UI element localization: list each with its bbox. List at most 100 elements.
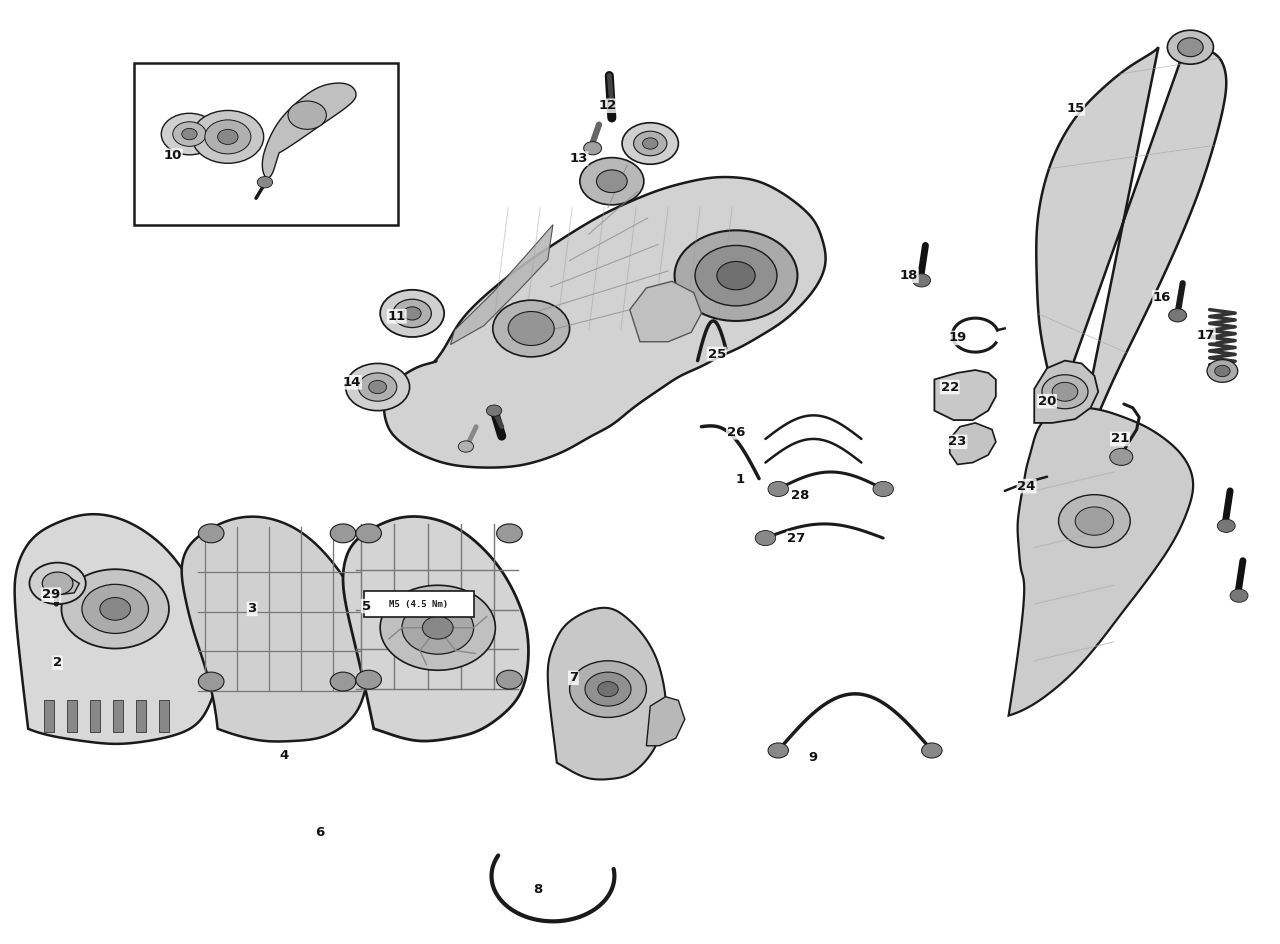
Circle shape (622, 123, 678, 164)
Text: 6: 6 (315, 826, 325, 839)
Circle shape (161, 113, 218, 155)
FancyBboxPatch shape (364, 591, 474, 617)
Polygon shape (950, 423, 996, 464)
Polygon shape (934, 370, 996, 420)
Circle shape (1215, 365, 1230, 377)
Circle shape (1042, 375, 1088, 409)
Text: 9: 9 (808, 750, 818, 764)
Circle shape (570, 661, 646, 717)
Circle shape (497, 670, 522, 689)
Circle shape (82, 584, 148, 633)
Circle shape (596, 170, 627, 193)
Polygon shape (1037, 47, 1226, 474)
Text: 21: 21 (1111, 432, 1129, 446)
Text: 5: 5 (361, 599, 371, 613)
Circle shape (393, 299, 431, 328)
Polygon shape (451, 225, 553, 345)
Text: 1: 1 (735, 473, 745, 486)
Circle shape (695, 245, 777, 306)
Circle shape (182, 128, 197, 140)
Text: 17: 17 (1197, 329, 1215, 342)
Polygon shape (646, 697, 685, 746)
Circle shape (42, 572, 73, 595)
Text: 16: 16 (1153, 291, 1171, 304)
Circle shape (330, 524, 356, 543)
Circle shape (1178, 38, 1203, 57)
Circle shape (922, 743, 942, 758)
Circle shape (913, 274, 931, 287)
Polygon shape (44, 700, 54, 732)
Text: 24: 24 (1018, 480, 1036, 493)
Circle shape (380, 585, 495, 670)
Text: 2: 2 (52, 656, 63, 669)
Circle shape (369, 380, 387, 394)
Circle shape (768, 481, 788, 497)
Circle shape (380, 290, 444, 337)
Polygon shape (630, 281, 701, 342)
Polygon shape (59, 578, 79, 595)
Text: 14: 14 (343, 376, 361, 389)
Polygon shape (90, 700, 100, 732)
Text: 13: 13 (570, 152, 588, 165)
Circle shape (585, 672, 631, 706)
Text: 20: 20 (1038, 395, 1056, 408)
Circle shape (458, 441, 474, 452)
Text: 29: 29 (42, 588, 60, 601)
Text: 28: 28 (791, 489, 809, 502)
Circle shape (873, 481, 893, 497)
Circle shape (497, 524, 522, 543)
Circle shape (717, 261, 755, 290)
Polygon shape (182, 516, 369, 741)
Polygon shape (136, 700, 146, 732)
Circle shape (288, 101, 326, 129)
Circle shape (1052, 382, 1078, 401)
Circle shape (198, 672, 224, 691)
Polygon shape (384, 177, 826, 467)
Circle shape (173, 122, 206, 146)
Circle shape (486, 405, 502, 416)
Circle shape (330, 672, 356, 691)
Circle shape (1075, 507, 1114, 535)
Text: 26: 26 (727, 426, 745, 439)
Circle shape (634, 131, 667, 156)
Polygon shape (548, 608, 666, 780)
Text: 10: 10 (164, 149, 182, 162)
Text: 18: 18 (900, 269, 918, 282)
Text: 19: 19 (948, 331, 966, 345)
Polygon shape (343, 516, 529, 741)
Polygon shape (262, 83, 356, 177)
Circle shape (1110, 448, 1133, 465)
Circle shape (508, 312, 554, 346)
Text: 15: 15 (1066, 102, 1084, 115)
Circle shape (403, 307, 421, 320)
Circle shape (675, 230, 797, 321)
Circle shape (1207, 360, 1238, 382)
Circle shape (29, 563, 86, 604)
Text: 8: 8 (532, 883, 543, 896)
Text: 11: 11 (388, 310, 406, 323)
Circle shape (61, 569, 169, 649)
Polygon shape (159, 700, 169, 732)
Circle shape (584, 142, 602, 155)
Circle shape (356, 670, 381, 689)
Text: 23: 23 (948, 435, 966, 448)
Text: 7: 7 (568, 671, 579, 684)
Polygon shape (1009, 408, 1193, 716)
Text: 27: 27 (787, 531, 805, 545)
Text: 12: 12 (599, 99, 617, 112)
Circle shape (192, 110, 264, 163)
Circle shape (1167, 30, 1213, 64)
Text: 4: 4 (279, 749, 289, 762)
FancyBboxPatch shape (134, 63, 398, 225)
Circle shape (218, 129, 238, 144)
Polygon shape (1034, 361, 1098, 423)
Circle shape (1169, 309, 1187, 322)
Circle shape (1059, 495, 1130, 548)
Circle shape (580, 158, 644, 205)
Circle shape (100, 598, 131, 620)
Circle shape (358, 373, 397, 401)
Circle shape (198, 524, 224, 543)
Text: 3: 3 (247, 602, 257, 615)
Text: M5 (4.5 Nm): M5 (4.5 Nm) (389, 599, 448, 609)
Circle shape (257, 177, 273, 188)
